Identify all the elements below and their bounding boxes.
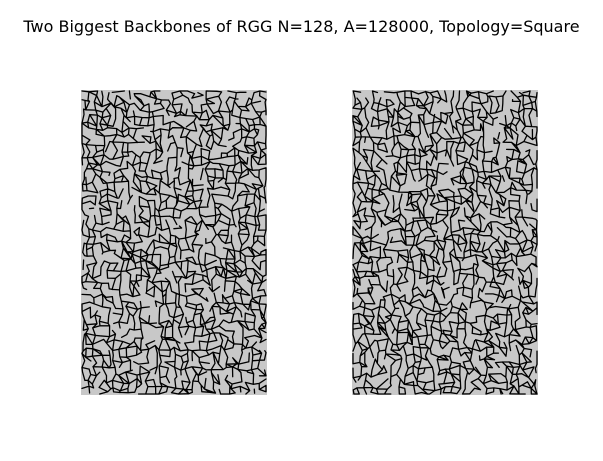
backbone-edges bbox=[81, 90, 267, 395]
backbone-graph-left bbox=[81, 90, 267, 395]
figure-title: Two Biggest Backbones of RGG N=128, A=12… bbox=[23, 17, 580, 36]
backbone-edges bbox=[352, 90, 538, 395]
backbone-graph-right bbox=[352, 90, 538, 395]
backbone-panel-left bbox=[81, 90, 267, 395]
backbone-panel-right bbox=[352, 90, 538, 395]
